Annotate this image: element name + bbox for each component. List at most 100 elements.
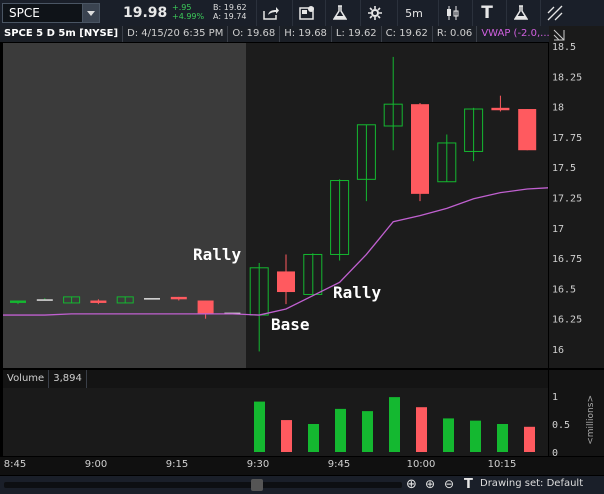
volume-bar	[470, 420, 481, 452]
volume-tick-label: 0	[552, 448, 558, 456]
bar-low: L: 19.62	[332, 26, 382, 42]
candle-body	[330, 180, 350, 255]
candle-body	[116, 296, 134, 304]
price-tick-label: 16.5	[552, 284, 576, 295]
price-tick-label: 17	[552, 224, 564, 235]
candle	[116, 296, 134, 304]
volume-bar	[416, 407, 427, 452]
candle-body	[144, 298, 160, 300]
volume-tick-label: 1	[552, 392, 558, 403]
candle	[356, 124, 376, 202]
percent-change: +4.99%	[172, 12, 205, 21]
chart-symbol-desc: SPCE 5 D 5m [NYSE]	[0, 26, 124, 42]
candle-body	[170, 296, 187, 300]
volume-panel[interactable]	[3, 388, 548, 456]
studies-button[interactable]	[325, 0, 354, 26]
volume-bar	[281, 420, 292, 452]
symbol-dropdown-button[interactable]	[82, 4, 99, 22]
ask-price: A: 19.74	[213, 12, 247, 21]
candle	[63, 296, 81, 304]
candle-body	[197, 300, 214, 314]
candle	[464, 107, 484, 162]
candle	[383, 56, 403, 151]
newspaper-icon	[299, 6, 314, 20]
news-button[interactable]	[292, 0, 321, 26]
scrollbar-thumb[interactable]	[251, 479, 263, 491]
volume-bar	[254, 401, 265, 452]
axis-expand-icon[interactable]	[553, 29, 565, 41]
price-tick-label: 17.75	[552, 133, 582, 144]
gear-icon	[368, 6, 382, 20]
net-change: +.95	[172, 3, 192, 12]
annotation-rally-2[interactable]: Rally	[333, 283, 382, 302]
settings-button[interactable]	[360, 0, 389, 26]
volume-bar	[389, 397, 400, 452]
volume-bar	[497, 424, 508, 452]
price-axis-svg: 18.5 18.25 18 17.75 17.5 17.25 17 16.75 16.5 16.2…	[552, 29, 582, 356]
candle	[437, 134, 457, 183]
drawing-tools-button[interactable]	[540, 0, 569, 26]
pan-icon[interactable]: ⊕	[406, 477, 417, 492]
bottom-bar: ⊕ ⊕ ⊖ T Drawing set: Default	[0, 476, 604, 494]
style-button[interactable]	[438, 0, 467, 26]
candlestick-icon	[447, 6, 459, 20]
toolbar: SPCE 19.98 +.95 +4.99% B: 19.62 A: 19.74…	[0, 0, 604, 27]
price-chart-panel[interactable]: Rally Rally Base	[3, 43, 548, 368]
volume-unit: <millions>	[586, 395, 596, 445]
chart-header: SPCE 5 D 5m [NYSE] D: 4/15/20 6:35 PM O: 1…	[0, 26, 550, 42]
text-tool-button[interactable]: T	[472, 0, 501, 26]
bid-price: B: 19.62	[213, 3, 247, 12]
time-tick-label: 9:45	[327, 459, 351, 470]
candle	[36, 298, 53, 301]
volume-bar	[308, 424, 319, 452]
symbol-input-value: SPCE	[9, 6, 40, 20]
volume-chart-svg	[254, 397, 535, 452]
volume-tick-label: 0.5	[552, 420, 570, 431]
bar-date: D: 4/15/20 6:35 PM	[123, 26, 229, 42]
price-axis[interactable]: 18.5 18.25 18 17.75 17.5 17.25 17 16.75 16.5 16.2…	[549, 26, 604, 368]
price-chart-svg[interactable]: Rally Rally Base	[3, 43, 548, 368]
time-tick-label: 9:15	[165, 459, 189, 470]
price-tick-label: 18.5	[552, 42, 576, 53]
zoom-in-icon[interactable]: ⊕	[425, 477, 436, 491]
annotation-base[interactable]: Base	[271, 315, 310, 334]
volume-axis-svg: 10.50	[552, 392, 570, 456]
time-scrollbar[interactable]	[4, 482, 402, 488]
candle-body	[90, 300, 107, 303]
zoom-out-icon[interactable]: ⊖	[444, 477, 455, 491]
price-tick-label: 16.75	[552, 254, 582, 265]
annotation-rally-1[interactable]: Rally	[193, 245, 242, 264]
candle-body	[411, 104, 429, 194]
drawing-tools-icon	[547, 5, 563, 21]
time-axis[interactable]: 8:45 9:00 9:15 9:30 9:45 10:00 10:15	[0, 457, 604, 475]
candle	[303, 253, 323, 296]
timeframe-label: 5m	[405, 6, 423, 20]
last-price: 19.98	[123, 5, 168, 21]
candle-body	[303, 253, 323, 295]
vwap-line	[3, 187, 548, 316]
candle-body	[437, 142, 457, 183]
symbol-input[interactable]: SPCE	[2, 3, 100, 23]
candle-body	[464, 108, 484, 152]
candle-body	[36, 299, 53, 301]
text-tool-icon[interactable]: T	[464, 477, 473, 492]
candle-body	[491, 107, 510, 111]
volume-axis[interactable]: 1 0.5 0	[549, 370, 604, 456]
analysis-button[interactable]	[506, 0, 535, 26]
candle-body	[356, 124, 376, 180]
vwap-study-label[interactable]: VWAP (-2.0,...	[481, 28, 550, 39]
bar-range: R: 0.06	[433, 26, 478, 42]
price-tick-label: 16.25	[552, 315, 582, 326]
flask-icon	[514, 5, 528, 20]
drawing-set-label[interactable]: Drawing set: Default	[480, 478, 584, 489]
candle	[518, 109, 537, 151]
candle	[491, 95, 510, 112]
candle	[90, 299, 107, 305]
timeframe-button[interactable]: 5m	[397, 0, 430, 26]
volume-bar	[335, 408, 346, 452]
candle-body	[383, 103, 403, 127]
volume-label: Volume	[3, 370, 50, 388]
candle-body	[10, 300, 26, 303]
price-tick-label: 16	[552, 345, 564, 356]
share-button[interactable]	[256, 0, 285, 26]
